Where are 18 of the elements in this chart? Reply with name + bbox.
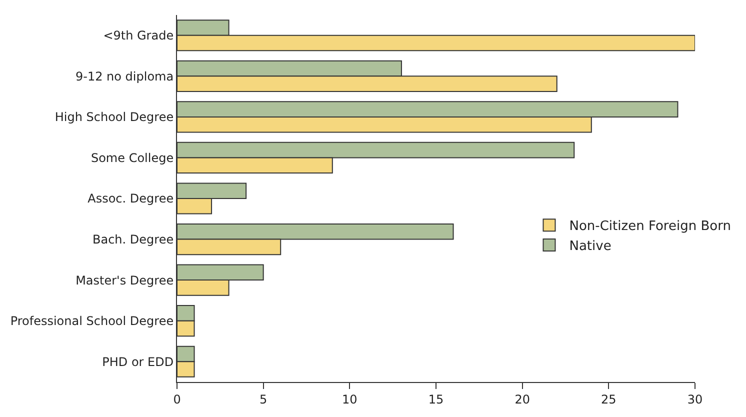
x-tick-label: 30	[687, 392, 703, 406]
y-tick-label: <9th Grade	[103, 28, 174, 43]
y-tick-label: Bach. Degree	[92, 232, 174, 246]
x-tick-label: 5	[260, 392, 268, 406]
y-tick-label: Master's Degree	[76, 273, 174, 288]
x-tick-label: 20	[514, 392, 530, 406]
y-tick-label: High School Degree	[54, 110, 174, 124]
x-tick-label: 0	[173, 392, 181, 406]
y-tick-label: Professional School Degree	[10, 314, 174, 328]
x-tick-label: 25	[601, 392, 616, 406]
y-tick-label: Some College	[90, 150, 174, 165]
x-tick-label: 10	[342, 392, 358, 406]
y-tick-label: PHD or EDD	[102, 354, 174, 369]
y-tick-label: 9-12 no diploma	[75, 69, 174, 84]
legend-label: Non-Citizen Foreign Born	[569, 219, 731, 234]
y-tick-label: Assoc. Degree	[88, 192, 174, 206]
legend-label: Native	[569, 239, 612, 254]
x-tick-label: 15	[428, 392, 444, 406]
